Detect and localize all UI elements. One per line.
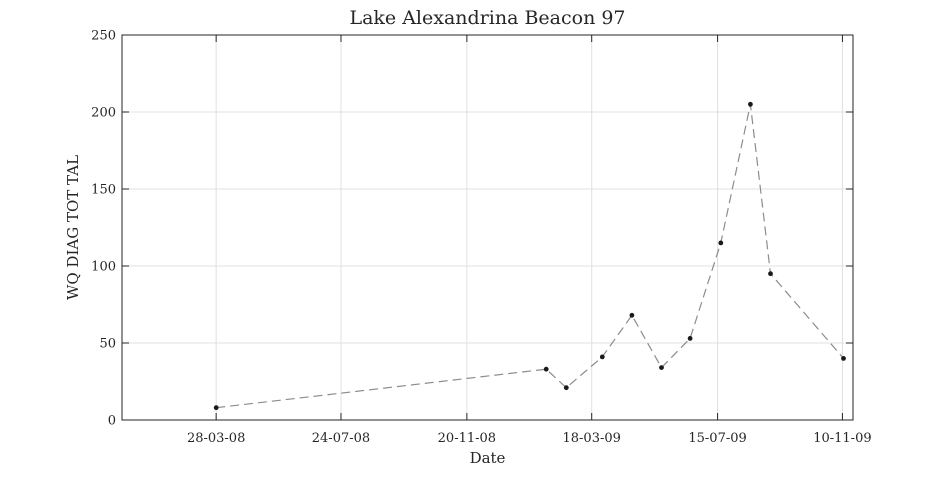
series-line [216,104,844,409]
data-point [718,240,724,246]
x-tick-label: 15-07-09 [688,431,746,446]
grid [122,35,853,420]
y-tick-label: 100 [91,260,116,275]
x-tick-label: 10-11-09 [813,431,871,446]
plot-frame [121,34,854,421]
data-point [768,271,773,277]
series [213,101,846,411]
data-point [629,312,635,318]
y-tick-label: 150 [91,183,116,198]
x-tick-label: 28-03-08 [187,431,245,446]
data-point [563,385,569,391]
data-point [687,336,693,341]
axis-ticks: 0 50 100 150 200 250 28-03-08 24-07-08 20-11-08 1… [91,29,871,447]
y-tick-label: 50 [99,337,116,352]
data-point [543,366,549,372]
y-tick-label: 200 [91,106,116,121]
y-axis-label: WQ DIAG TOT TAL [64,155,82,300]
chart-title: Lake Alexandrina Beacon 97 [349,7,625,29]
x-tick-label: 20-11-08 [438,431,496,446]
data-point [213,405,219,411]
y-tick-label: 250 [91,29,116,44]
data-point [841,356,846,361]
data-point [599,354,605,360]
x-axis-label: Date [470,449,506,467]
data-point [659,365,664,370]
x-tick-label: 18-03-09 [562,431,620,446]
data-point [748,101,753,107]
y-tick-label: 0 [108,414,116,429]
x-tick-label: 24-07-08 [312,431,370,446]
